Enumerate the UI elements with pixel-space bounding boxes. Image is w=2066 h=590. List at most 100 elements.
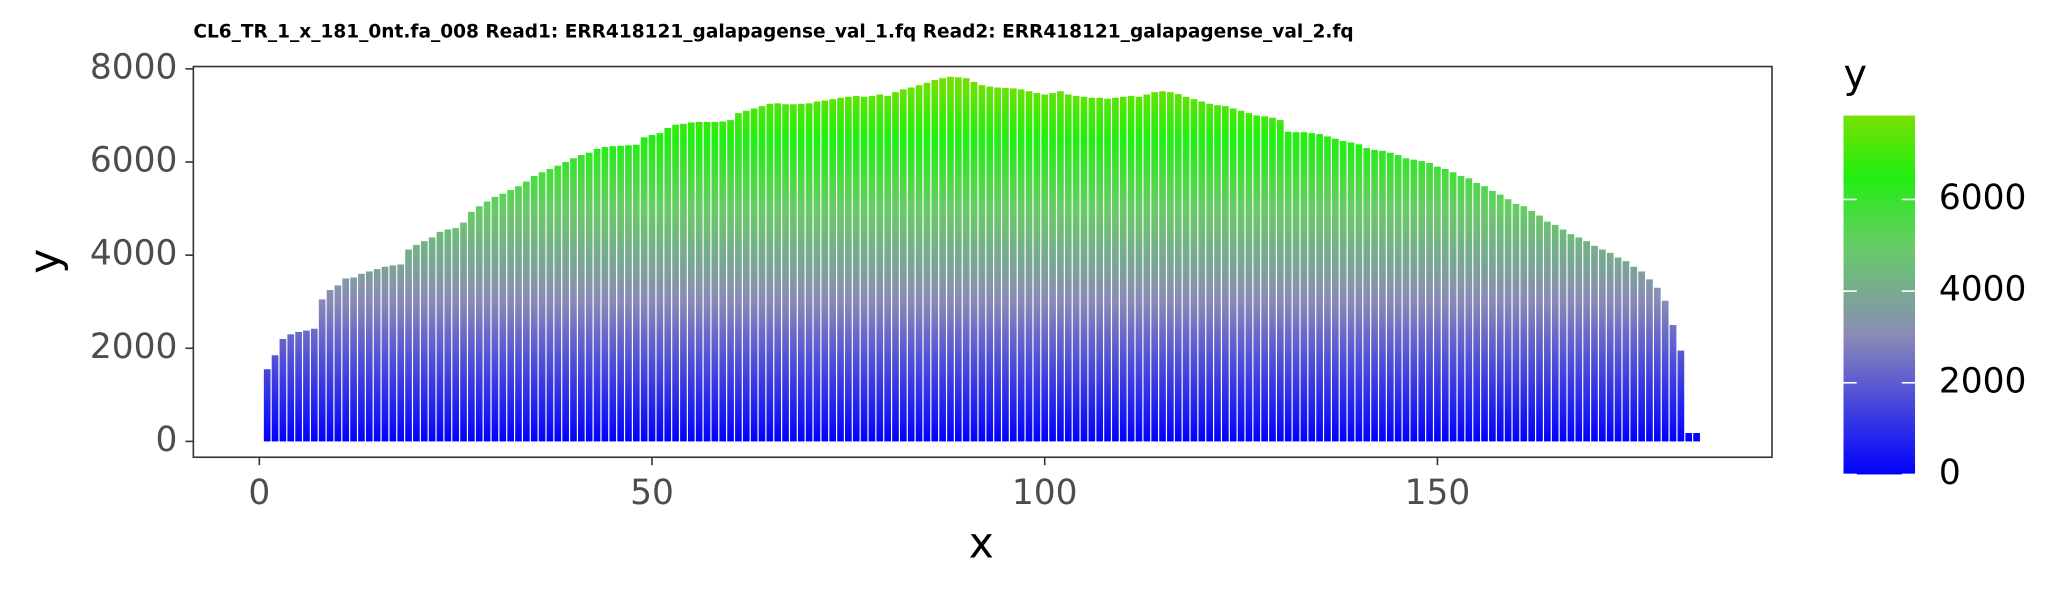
bar <box>1567 234 1575 442</box>
bar <box>1072 95 1080 442</box>
bar <box>837 97 844 442</box>
bar <box>978 85 986 442</box>
bar <box>1245 113 1253 442</box>
bar <box>860 96 868 442</box>
bar <box>821 100 829 442</box>
bar <box>1583 241 1590 442</box>
bar <box>389 265 397 442</box>
bar <box>1300 132 1308 442</box>
bar <box>1693 433 1700 442</box>
bar <box>491 196 499 442</box>
bar <box>994 87 1001 442</box>
bar <box>1049 93 1056 442</box>
bar <box>420 241 428 442</box>
bar <box>1379 150 1386 442</box>
bar <box>444 229 452 442</box>
bar <box>1190 99 1198 442</box>
x-tick-label: 100 <box>1012 473 1078 513</box>
bar <box>892 92 899 442</box>
bar <box>1143 94 1151 442</box>
bar <box>436 231 444 442</box>
bar <box>962 78 970 442</box>
bar <box>578 155 585 442</box>
x-tick-label: 150 <box>1405 473 1471 513</box>
bar <box>350 277 357 442</box>
bar <box>609 146 617 442</box>
y-tick-label: 8000 <box>90 47 178 87</box>
bar <box>986 86 994 442</box>
bar <box>1410 159 1418 442</box>
bar <box>1669 324 1677 442</box>
bar <box>672 124 679 442</box>
bar <box>774 103 782 442</box>
bar <box>1112 97 1119 442</box>
bar <box>1559 229 1567 442</box>
bar <box>1347 142 1355 442</box>
y-tick-label: 2000 <box>90 327 178 367</box>
bar <box>1528 210 1536 442</box>
bar <box>1308 133 1316 442</box>
bar <box>1661 300 1669 442</box>
bar <box>1418 161 1426 442</box>
bar <box>1127 95 1135 442</box>
bar <box>1520 206 1528 442</box>
bar <box>1064 94 1072 442</box>
bar <box>1630 266 1638 442</box>
bar <box>735 113 742 442</box>
bar <box>554 165 562 442</box>
bar <box>766 103 774 442</box>
bar <box>1174 94 1182 442</box>
y-tick-label: 4000 <box>90 234 178 274</box>
bar <box>1394 155 1402 442</box>
bar <box>428 237 436 442</box>
bar <box>310 328 318 442</box>
bar <box>1253 115 1261 442</box>
bar <box>884 95 891 442</box>
bar <box>318 299 326 442</box>
bar <box>570 158 577 442</box>
legend-tick-label: 4000 <box>1939 270 2027 310</box>
bar <box>876 94 884 442</box>
bar <box>680 123 687 442</box>
bar <box>1614 257 1622 442</box>
bar <box>358 273 365 442</box>
bar <box>1009 88 1017 442</box>
bar <box>813 101 821 442</box>
bar <box>1222 106 1229 442</box>
bar <box>1489 190 1496 442</box>
chart-title: CL6_TR_1_x_181_0nt.fa_008 Read1: ERR4181… <box>193 22 1353 43</box>
bar <box>1496 194 1504 442</box>
bar <box>1119 96 1127 442</box>
bar <box>1135 96 1143 442</box>
bar <box>1481 186 1488 442</box>
bar <box>1551 224 1559 442</box>
bar <box>939 78 946 442</box>
bar <box>1457 175 1465 442</box>
bar <box>538 172 546 442</box>
bar <box>711 121 719 442</box>
bar <box>1002 87 1009 442</box>
bar <box>1536 215 1543 442</box>
bar <box>1426 162 1433 442</box>
bar <box>1386 152 1394 442</box>
bar <box>1159 91 1166 442</box>
bar <box>1151 92 1159 442</box>
bar <box>530 175 538 442</box>
bar <box>1292 132 1300 442</box>
bar <box>1331 138 1339 442</box>
x-tick-label: 50 <box>630 473 674 513</box>
legend-tick-label: 2000 <box>1939 361 2027 401</box>
bar <box>523 181 530 442</box>
bar <box>1214 105 1221 442</box>
bar <box>373 269 381 442</box>
bar <box>1276 120 1284 442</box>
bar <box>1167 92 1174 442</box>
bar <box>515 186 522 442</box>
bar <box>452 228 460 442</box>
bar <box>1316 134 1323 442</box>
bar <box>1685 433 1693 442</box>
bar <box>507 189 514 442</box>
bar <box>468 211 475 442</box>
bar <box>1080 96 1088 442</box>
bar <box>1575 237 1583 442</box>
